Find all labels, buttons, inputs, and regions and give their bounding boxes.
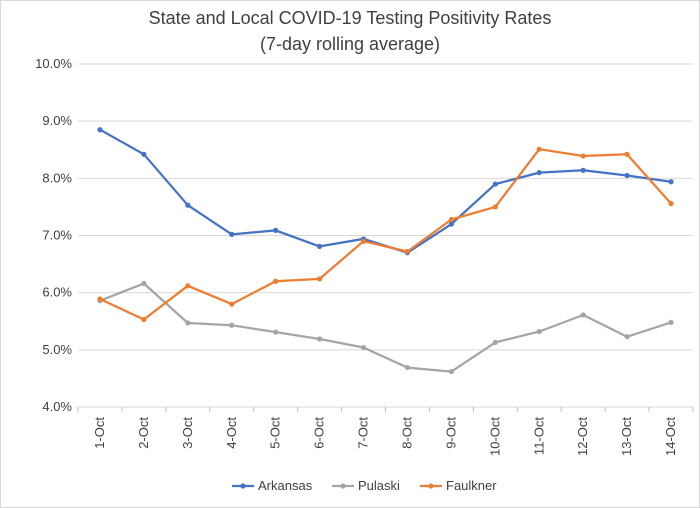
x-tick-label: 2-Oct — [136, 417, 151, 449]
data-point-faulkner — [317, 276, 323, 282]
x-tick-label: 6-Oct — [312, 417, 327, 449]
data-point-pulaski — [404, 364, 411, 371]
x-tick-label: 12-Oct — [575, 417, 590, 456]
x-tick-label: 1-Oct — [92, 417, 107, 449]
data-point-faulkner — [536, 146, 542, 152]
x-tick-label: 8-Oct — [399, 417, 414, 449]
data-point-arkansas — [536, 170, 542, 176]
series-line-arkansas — [99, 128, 672, 254]
x-tick-label: 7-Oct — [356, 417, 371, 449]
legend-label-pulaski: Pulaski — [358, 478, 400, 493]
x-tick-label: 10-Oct — [487, 417, 502, 456]
chart-title: State and Local COVID-19 Testing Positiv… — [148, 8, 552, 28]
legend-label-faulkner: Faulkner — [446, 478, 497, 493]
x-tick-label: 5-Oct — [268, 417, 283, 449]
data-point-pulaski — [580, 312, 586, 318]
x-tick-label: 9-Oct — [443, 417, 458, 449]
data-point-arkansas — [448, 221, 454, 227]
x-tick-label: 3-Oct — [180, 417, 195, 449]
data-point-faulkner — [360, 238, 367, 244]
data-point-arkansas — [624, 172, 630, 179]
data-point-faulkner — [141, 316, 147, 323]
data-point-faulkner — [448, 216, 454, 223]
y-tick-label: 5.0% — [42, 342, 72, 357]
data-point-arkansas — [97, 127, 103, 133]
data-point-arkansas — [141, 151, 147, 157]
y-tick-label: 6.0% — [42, 285, 72, 300]
x-tick-label: 4-Oct — [224, 417, 239, 449]
data-point-arkansas — [492, 181, 498, 187]
y-tick-label: 10.0% — [35, 56, 72, 71]
data-point-pulaski — [141, 280, 147, 287]
data-point-faulkner — [624, 151, 630, 157]
legend-marker — [428, 483, 434, 489]
data-point-pulaski — [185, 320, 191, 326]
series-line-faulkner — [99, 148, 672, 321]
data-point-faulkner — [404, 248, 411, 255]
data-point-pulaski — [360, 344, 367, 351]
data-point-pulaski — [317, 336, 323, 342]
legend-marker — [240, 483, 246, 489]
data-point-faulkner — [97, 296, 103, 302]
x-tick-label: 13-Oct — [619, 417, 634, 456]
data-point-arkansas — [185, 202, 191, 208]
data-point-arkansas — [580, 167, 586, 173]
data-point-pulaski — [624, 334, 630, 340]
y-tick-label: 7.0% — [42, 228, 72, 243]
data-point-faulkner — [273, 278, 279, 284]
legend-marker — [340, 483, 346, 489]
series-line-pulaski — [99, 282, 672, 373]
data-point-pulaski — [229, 322, 235, 328]
data-point-arkansas — [273, 227, 279, 233]
x-tick-label: 11-Oct — [531, 417, 546, 455]
data-point-arkansas — [668, 179, 674, 185]
y-tick-label: 9.0% — [42, 113, 72, 128]
data-point-pulaski — [273, 329, 279, 335]
data-point-pulaski — [668, 319, 674, 325]
y-tick-label: 8.0% — [42, 170, 72, 185]
data-point-arkansas — [229, 231, 235, 237]
data-point-faulkner — [229, 301, 235, 307]
data-point-faulkner — [580, 153, 586, 159]
chart-subtitle: (7-day rolling average) — [259, 34, 441, 54]
data-point-pulaski — [536, 328, 542, 335]
x-tick-label: 14-Oct — [663, 417, 678, 456]
y-tick-label: 4.0% — [42, 399, 72, 414]
data-point-arkansas — [317, 243, 323, 249]
data-point-pulaski — [448, 368, 454, 375]
data-point-faulkner — [185, 283, 191, 289]
data-point-faulkner — [492, 204, 498, 210]
data-point-faulkner — [668, 200, 674, 207]
legend-label-arkansas: Arkansas — [258, 478, 313, 493]
data-point-pulaski — [492, 339, 498, 346]
